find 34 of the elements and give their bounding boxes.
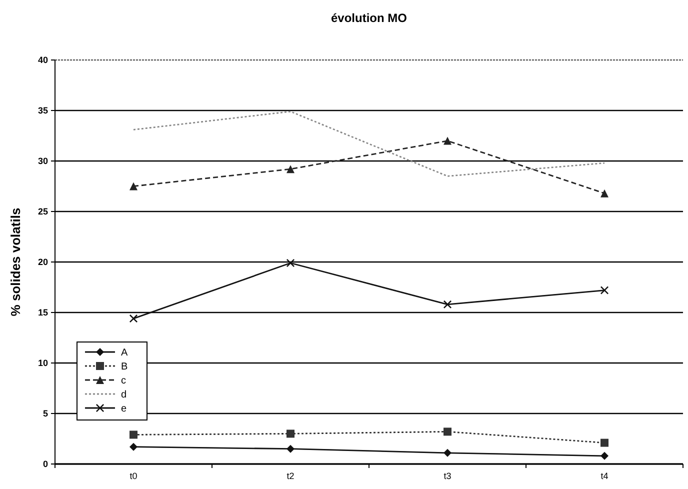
y-tick-label: 40 <box>38 55 48 66</box>
line-series <box>132 110 606 177</box>
x-tick-label: t0 <box>130 471 138 481</box>
point <box>600 286 608 294</box>
y-tick-label: 30 <box>38 156 48 166</box>
point <box>286 165 294 174</box>
y-tick-label: 5 <box>42 408 48 419</box>
point <box>600 438 608 447</box>
x-tick-label: t2 <box>286 471 294 481</box>
x-tick-label: t4 <box>600 471 608 481</box>
point <box>130 442 138 451</box>
y-tick-label: 35 <box>38 106 48 116</box>
y-tick-label: 25 <box>38 206 48 217</box>
point <box>444 136 452 145</box>
point <box>444 448 452 457</box>
y-axis-title: % solides volatils <box>8 208 23 316</box>
point <box>130 430 138 439</box>
point <box>130 182 138 190</box>
y-tick-label: 10 <box>38 358 48 368</box>
legend-label: d <box>121 390 127 400</box>
point <box>600 189 608 198</box>
y-tick-label: 15 <box>38 308 48 318</box>
legend-label: c <box>121 376 126 386</box>
point <box>286 430 294 438</box>
legend-label: B <box>121 362 128 372</box>
legend-label: A <box>121 348 128 358</box>
point <box>286 444 294 453</box>
point <box>600 452 608 460</box>
y-tick-label: 0 <box>42 459 48 470</box>
chart-title: évolution MO <box>331 11 407 25</box>
x-tick-label: t3 <box>444 471 452 481</box>
legend-label: e <box>121 404 127 414</box>
point <box>444 428 452 436</box>
y-tick-label: 20 <box>38 257 48 268</box>
